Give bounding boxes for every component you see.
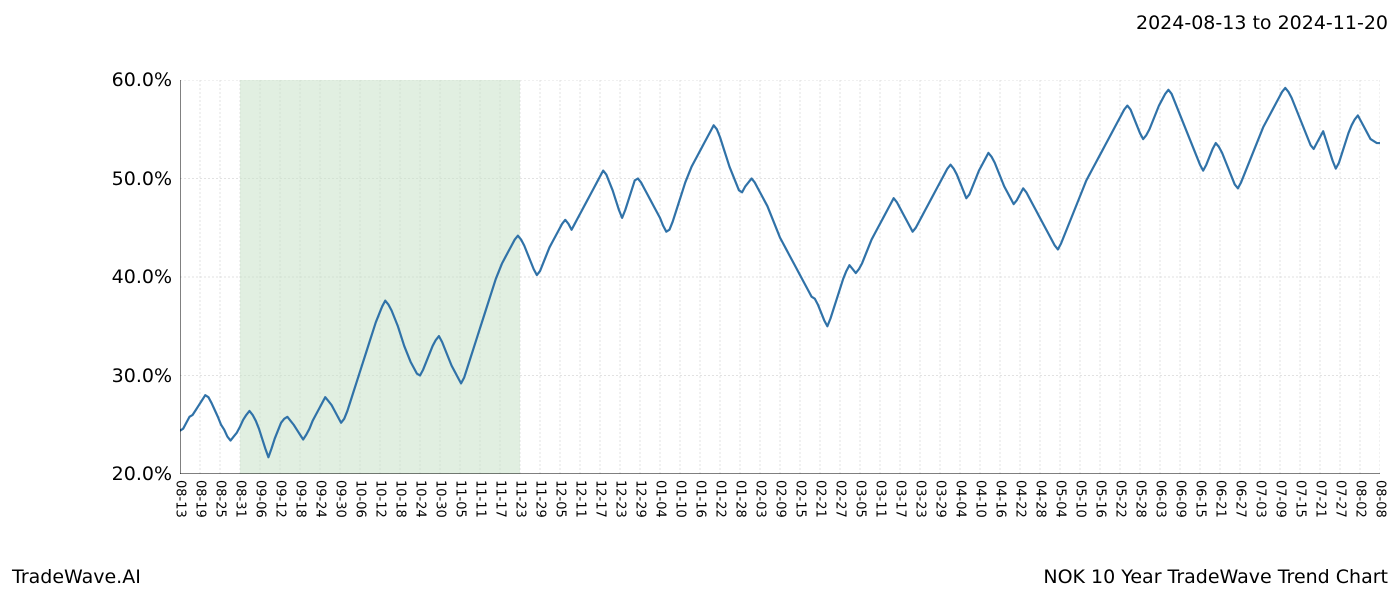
brand-label: TradeWave.AI: [12, 566, 141, 588]
x-tick-label: 11-05: [453, 480, 468, 518]
x-tick-label: 12-23: [613, 480, 628, 518]
x-tick-label: 01-10: [673, 480, 688, 518]
x-tick-label: 02-15: [793, 480, 808, 518]
x-tick-label: 12-11: [573, 480, 588, 518]
x-tick-label: 09-24: [313, 480, 328, 518]
x-tick-label: 09-06: [253, 480, 268, 518]
x-tick-label: 04-28: [1033, 480, 1048, 518]
x-tick-label: 09-18: [293, 480, 308, 518]
chart-title: NOK 10 Year TradeWave Trend Chart: [1043, 566, 1388, 588]
x-tick-label: 01-04: [653, 480, 668, 518]
x-tick-label: 07-03: [1253, 480, 1268, 518]
x-tick-label: 08-02: [1353, 480, 1368, 518]
x-tick-label: 06-15: [1193, 480, 1208, 518]
x-tick-label: 02-21: [813, 480, 828, 518]
x-tick-label: 05-10: [1073, 480, 1088, 518]
x-tick-label: 04-10: [973, 480, 988, 518]
x-tick-label: 06-21: [1213, 480, 1228, 518]
x-tick-label: 03-17: [893, 480, 908, 518]
x-tick-label: 11-11: [473, 480, 488, 518]
x-tick-label: 07-09: [1273, 480, 1288, 518]
x-tick-label: 10-12: [373, 480, 388, 518]
x-tick-label: 05-22: [1113, 480, 1128, 518]
y-tick-label: 60.0%: [112, 69, 172, 91]
x-tick-label: 06-03: [1153, 480, 1168, 518]
x-tick-label: 04-04: [953, 480, 968, 518]
x-tick-label: 08-31: [233, 480, 248, 518]
x-tick-label: 08-25: [213, 480, 228, 518]
x-tick-label: 12-05: [553, 480, 568, 518]
x-tick-label: 01-28: [733, 480, 748, 518]
x-tick-label: 03-11: [873, 480, 888, 518]
x-tick-label: 04-22: [1013, 480, 1028, 518]
x-tick-label: 11-29: [533, 480, 548, 518]
x-tick-label: 02-09: [773, 480, 788, 518]
x-tick-label: 03-29: [933, 480, 948, 518]
x-tick-label: 12-29: [633, 480, 648, 518]
x-tick-label: 12-17: [593, 480, 608, 518]
trend-chart: 2024-08-13 to 2024-11-20 20.0% 30.0% 40.0%…: [0, 0, 1400, 600]
x-tick-label: 10-24: [413, 480, 428, 518]
x-tick-label: 09-12: [273, 480, 288, 518]
x-tick-label: 01-16: [693, 480, 708, 518]
x-tick-label: 09-30: [333, 480, 348, 518]
x-tick-label: 06-27: [1233, 480, 1248, 518]
x-tick-label: 06-09: [1173, 480, 1188, 518]
x-tick-label: 01-22: [713, 480, 728, 518]
x-tick-label: 10-30: [433, 480, 448, 518]
y-tick-label: 30.0%: [112, 365, 172, 387]
y-tick-label: 40.0%: [112, 266, 172, 288]
x-tick-label: 11-23: [513, 480, 528, 518]
x-tick-label: 05-04: [1053, 480, 1068, 518]
x-tick-label: 07-27: [1333, 480, 1348, 518]
y-tick-label: 20.0%: [112, 463, 172, 485]
date-range-label: 2024-08-13 to 2024-11-20: [1136, 12, 1388, 34]
x-tick-label: 03-05: [853, 480, 868, 518]
x-tick-label: 08-19: [193, 480, 208, 518]
x-tick-label: 04-16: [993, 480, 1008, 518]
x-tick-label: 11-17: [493, 480, 508, 518]
plot-area: [180, 80, 1380, 474]
x-tick-label: 03-23: [913, 480, 928, 518]
x-tick-label: 08-13: [173, 480, 188, 518]
x-tick-label: 08-08: [1373, 480, 1388, 518]
x-tick-label: 10-06: [353, 480, 368, 518]
y-tick-label: 50.0%: [112, 168, 172, 190]
x-tick-label: 05-28: [1133, 480, 1148, 518]
x-tick-label: 02-27: [833, 480, 848, 518]
x-tick-label: 05-16: [1093, 480, 1108, 518]
x-tick-label: 02-03: [753, 480, 768, 518]
x-tick-label: 07-21: [1313, 480, 1328, 518]
x-tick-label: 07-15: [1293, 480, 1308, 518]
x-tick-label: 10-18: [393, 480, 408, 518]
